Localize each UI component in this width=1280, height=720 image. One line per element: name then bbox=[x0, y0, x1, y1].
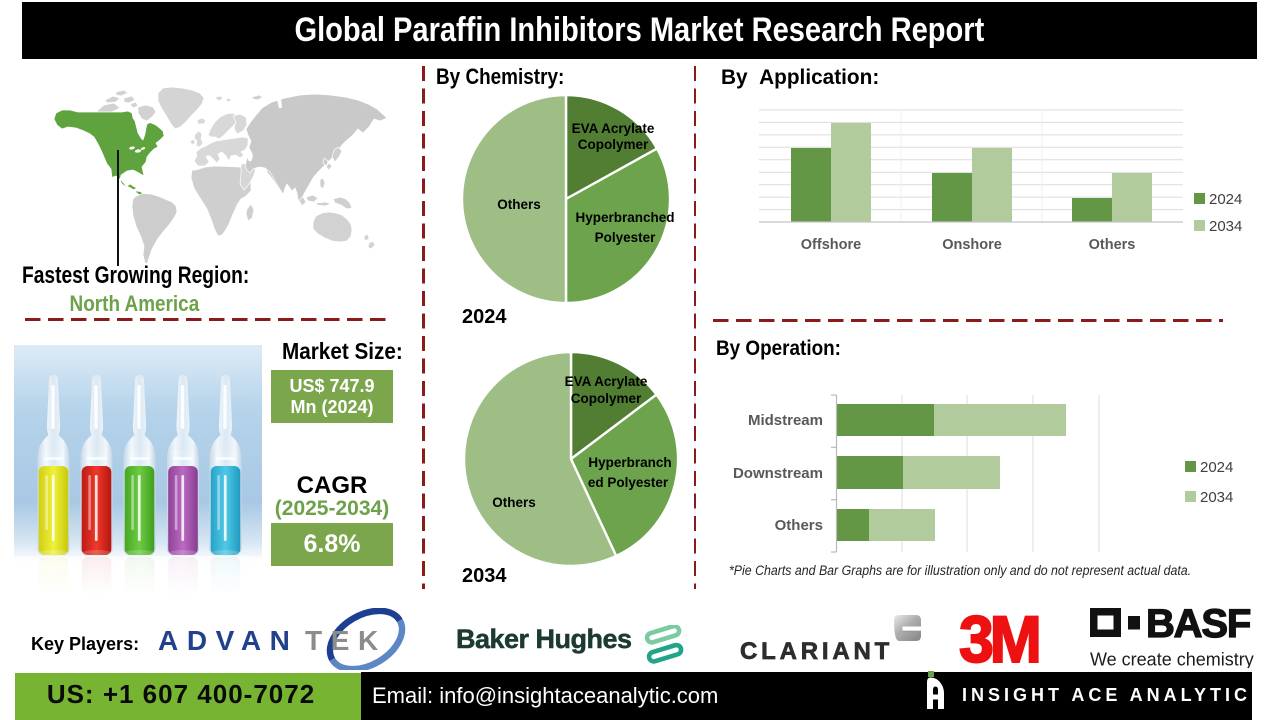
svg-text:Polyester: Polyester bbox=[595, 230, 657, 245]
svg-text:Onshore: Onshore bbox=[942, 237, 1002, 253]
svg-text:ed Polyester: ed Polyester bbox=[588, 475, 669, 490]
svg-text:Others: Others bbox=[775, 517, 823, 534]
svg-text:ADVAN: ADVAN bbox=[158, 625, 298, 656]
svg-text:TEK: TEK bbox=[305, 625, 387, 656]
svg-text:BASF: BASF bbox=[1146, 606, 1250, 646]
svg-text:Copolymer: Copolymer bbox=[571, 391, 642, 406]
svg-text:Midstream: Midstream bbox=[748, 412, 823, 429]
svg-text:Hyperbranched: Hyperbranched bbox=[575, 210, 674, 225]
svg-text:2034: 2034 bbox=[1200, 489, 1233, 506]
svg-text:Others: Others bbox=[492, 495, 536, 510]
svg-text:EVA Acrylate: EVA Acrylate bbox=[572, 121, 655, 136]
svg-text:2024: 2024 bbox=[1209, 191, 1242, 208]
svg-text:We create chemistry: We create chemistry bbox=[1090, 650, 1254, 669]
svg-text:EVA Acrylate: EVA Acrylate bbox=[565, 374, 648, 389]
svg-text:Hyperbranch: Hyperbranch bbox=[588, 455, 671, 470]
svg-text:Others: Others bbox=[1089, 237, 1136, 253]
svg-text:Copolymer: Copolymer bbox=[578, 137, 649, 152]
svg-text:Downstream: Downstream bbox=[733, 465, 823, 482]
svg-text:2024: 2024 bbox=[1200, 459, 1233, 476]
svg-text:Others: Others bbox=[497, 197, 541, 212]
svg-text:Offshore: Offshore bbox=[801, 237, 861, 253]
svg-text:2034: 2034 bbox=[1209, 218, 1242, 235]
